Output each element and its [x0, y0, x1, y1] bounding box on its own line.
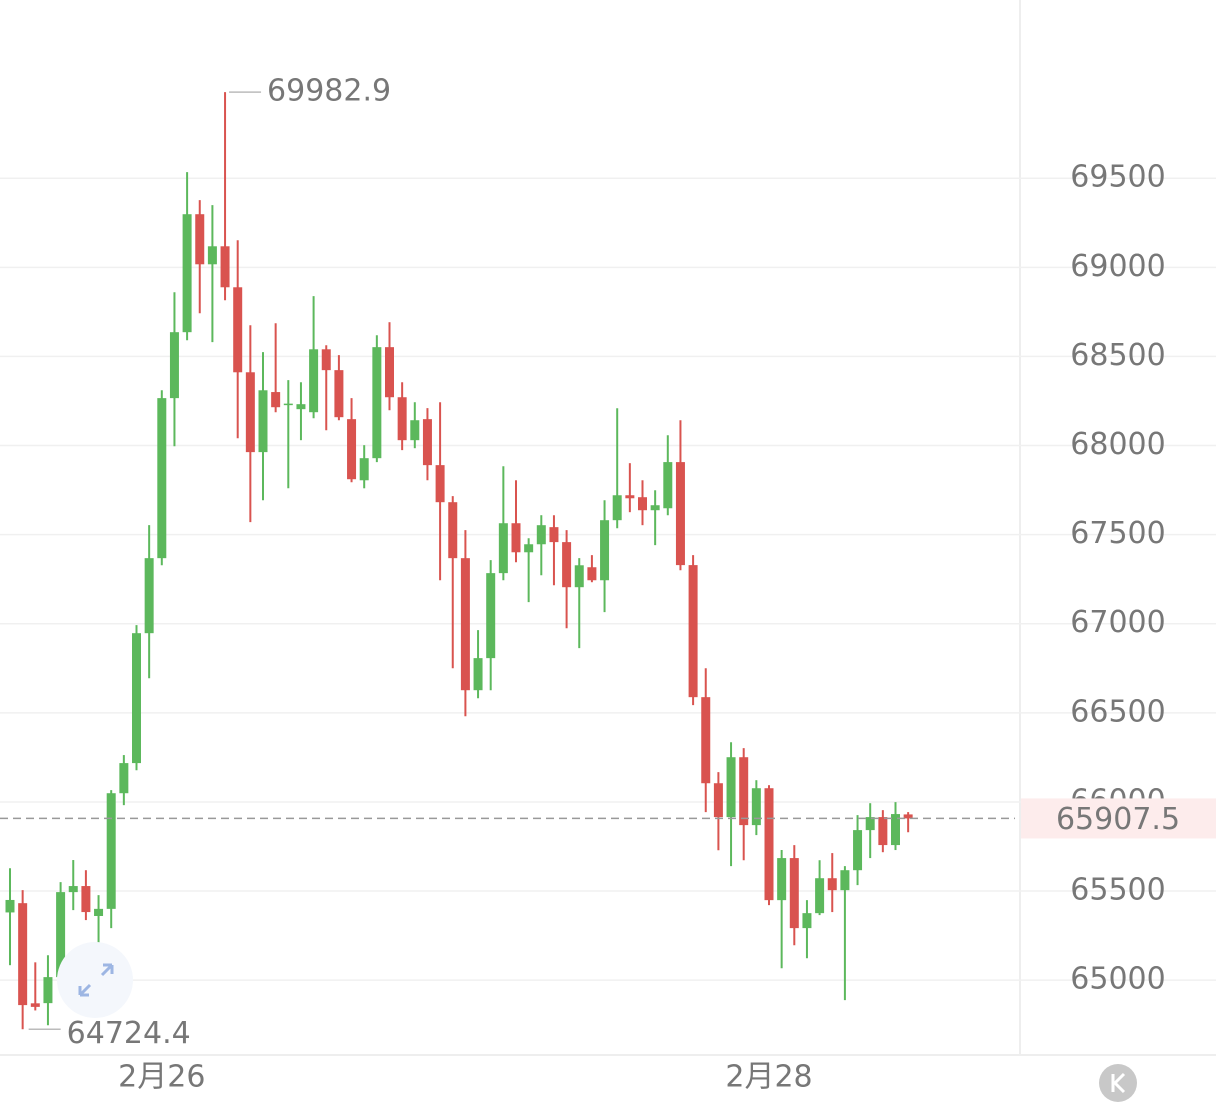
x-tick-label: 2月28	[725, 1060, 812, 1095]
candle-body	[397, 397, 407, 441]
candle-body	[435, 465, 445, 503]
candle-body	[878, 817, 888, 846]
candle-body	[536, 525, 546, 545]
candle-body	[309, 349, 319, 413]
candle-body	[410, 420, 420, 441]
y-tick-label: 65000	[1070, 962, 1165, 997]
candle-body	[132, 633, 141, 764]
candle-body	[258, 390, 268, 453]
candle-body	[498, 523, 508, 574]
candle-body	[751, 788, 761, 826]
candle-body	[296, 404, 306, 410]
candle-body	[713, 783, 723, 818]
candle-body	[840, 870, 850, 891]
expand-button[interactable]	[57, 942, 133, 1018]
y-tick-label: 68500	[1070, 338, 1165, 373]
candle-body	[144, 558, 154, 634]
candle-body	[385, 347, 394, 398]
candle-body	[815, 878, 825, 914]
candle-body	[169, 332, 179, 399]
candle-body	[827, 878, 837, 891]
candle-body	[94, 908, 104, 916]
candle-body	[30, 1003, 40, 1007]
candle-body	[195, 214, 205, 265]
y-tick-label: 67500	[1070, 516, 1165, 551]
candle-body	[638, 497, 647, 511]
candle-body	[891, 814, 900, 846]
x-tick-label: 2月26	[118, 1060, 205, 1095]
y-tick-label: 67000	[1070, 605, 1165, 640]
y-tick-label: 69000	[1070, 249, 1165, 284]
k-button[interactable]	[1099, 1064, 1137, 1102]
candle-body	[233, 287, 243, 373]
candle-body	[157, 398, 167, 559]
candle-body	[612, 495, 622, 521]
candle-body	[372, 347, 382, 459]
candle-body	[600, 520, 610, 581]
candle-body	[460, 558, 470, 691]
candle-body	[119, 763, 129, 794]
candle-body	[701, 697, 711, 784]
expand-icon	[78, 963, 114, 997]
candle-body	[56, 892, 66, 978]
candle-body	[739, 757, 749, 826]
candle-body	[245, 372, 255, 453]
candle-body	[853, 830, 863, 871]
y-tick-label: 69500	[1070, 160, 1165, 195]
candle-body	[903, 814, 913, 819]
plot: 6500065500660006650067000675006800068500…	[0, 74, 1216, 1095]
candle-body	[524, 544, 534, 553]
candle-body	[5, 899, 15, 913]
candle-body	[675, 462, 685, 566]
candle-body	[283, 403, 293, 406]
candle-body	[789, 858, 799, 929]
candle-body	[574, 565, 584, 588]
candle-body	[473, 658, 483, 691]
candle-body	[549, 527, 559, 543]
high-label: 69982.9	[267, 74, 391, 109]
candle-body	[777, 858, 787, 901]
candle-body	[650, 505, 660, 511]
candle-body	[663, 462, 673, 509]
candle-body	[688, 565, 698, 698]
candle-body	[625, 495, 635, 499]
candle-body	[764, 788, 774, 901]
candle-body	[802, 913, 812, 929]
candle-body	[220, 246, 230, 288]
candle-body	[321, 349, 331, 371]
candle-body	[486, 573, 496, 659]
candle-body	[106, 793, 116, 909]
candle-body	[81, 886, 91, 913]
candle-body	[422, 419, 432, 466]
candle-body	[511, 523, 521, 553]
candle-body	[726, 757, 736, 818]
y-tick-label: 65500	[1070, 873, 1165, 908]
last-price-tag: 65907.5	[1056, 802, 1180, 837]
y-tick-label: 68000	[1070, 427, 1165, 462]
candle-body	[68, 886, 78, 893]
candle-body	[207, 246, 217, 265]
candle-body	[43, 977, 53, 1004]
candle-body	[334, 370, 344, 418]
low-label: 64724.4	[67, 1016, 191, 1051]
candle-body	[182, 214, 192, 333]
candle-body	[562, 542, 572, 588]
candle-body	[18, 903, 28, 1006]
candle-body	[448, 502, 458, 559]
k-icon	[1111, 1072, 1126, 1094]
expand-bg	[57, 942, 133, 1018]
candle-body	[359, 458, 369, 481]
candle-body	[347, 419, 357, 480]
k-bg	[1099, 1064, 1137, 1102]
last-price-tag-bg	[1021, 798, 1216, 839]
y-tick-label: 66500	[1070, 694, 1165, 729]
candle-body	[865, 817, 875, 831]
candle-body	[271, 392, 281, 408]
candle-body	[587, 567, 597, 581]
